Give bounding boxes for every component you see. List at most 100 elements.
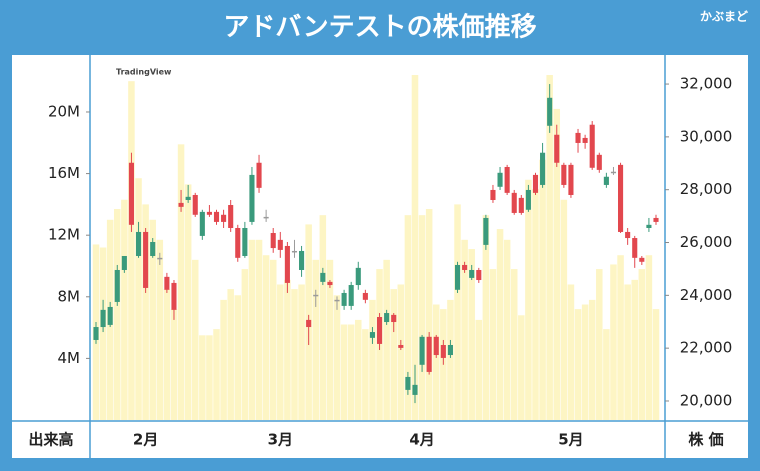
volume-bar — [340, 324, 348, 420]
volume-bar — [404, 215, 412, 420]
volume-bar — [128, 81, 135, 421]
candle-body — [632, 238, 638, 258]
candle-body — [426, 336, 432, 372]
candle-body — [653, 217, 659, 222]
logo: かぶまど — [700, 10, 748, 24]
candle-body — [554, 134, 560, 163]
candle-body — [100, 309, 106, 328]
volume-bar — [411, 75, 419, 421]
candle-body — [341, 292, 347, 306]
candle-body — [504, 166, 510, 193]
volume-bar — [149, 219, 156, 420]
volume-bar — [482, 215, 490, 420]
candle-body — [419, 336, 425, 365]
candle-body — [235, 227, 241, 258]
volume-bar — [596, 269, 603, 420]
candle-body — [334, 299, 340, 302]
volume-bar — [248, 239, 256, 420]
candle-body — [412, 384, 418, 395]
candle-body — [277, 239, 283, 250]
candle-body — [171, 282, 177, 310]
candle-body — [206, 211, 212, 215]
candle-body — [306, 319, 312, 328]
volume-bar — [574, 309, 582, 420]
candle-body — [192, 194, 198, 215]
candle-body — [582, 137, 588, 143]
volume-bar — [461, 239, 468, 420]
volume-bar — [312, 259, 320, 420]
volume-bar — [539, 159, 546, 420]
volume-bar — [177, 144, 185, 420]
y-tick-label: 22,000 — [680, 339, 733, 357]
volume-bar — [390, 289, 397, 420]
candle-body — [603, 176, 609, 185]
volume-bar — [560, 199, 568, 420]
candle-body — [440, 344, 446, 358]
candle-body — [483, 217, 489, 245]
volume-bar — [369, 299, 376, 420]
candle-body — [596, 154, 602, 170]
candle-body — [299, 250, 305, 270]
candle-body — [221, 214, 227, 222]
candle-body — [547, 97, 553, 126]
candle-body — [135, 231, 142, 256]
candle-body — [618, 164, 624, 232]
volume-bar — [468, 249, 475, 420]
candle-body — [575, 132, 581, 143]
candle-body — [249, 174, 255, 222]
volume-bar — [475, 319, 483, 420]
candle-body — [497, 172, 503, 187]
volume-bar — [284, 279, 291, 420]
volume-bar — [291, 289, 298, 420]
volume-bar — [546, 75, 553, 421]
candle-body — [362, 292, 368, 300]
volume-bar — [269, 259, 277, 420]
candle-body — [610, 171, 617, 174]
volume-bar — [191, 259, 199, 420]
candle-body — [568, 164, 574, 195]
volume-bar — [262, 255, 270, 420]
candle-body — [646, 224, 652, 228]
y-tick-label: 24,000 — [680, 286, 733, 304]
volume-bar — [326, 259, 334, 420]
y-tick-label: 28,000 — [680, 180, 733, 198]
candle-body — [242, 227, 248, 256]
candle-body — [369, 332, 376, 338]
volume-bar — [567, 284, 575, 420]
candle-body — [327, 281, 333, 286]
x-tick-label: 4月 — [409, 431, 434, 449]
volume-bar — [355, 319, 362, 420]
candle-body — [384, 313, 390, 323]
y2-tick-label: 12M — [48, 226, 80, 244]
candle-body — [213, 211, 220, 222]
volume-bar — [624, 284, 631, 420]
volume-bar — [631, 279, 638, 420]
volume-bar — [184, 184, 192, 420]
candle-body — [93, 327, 99, 340]
volume-bar — [581, 304, 589, 420]
volume-bar — [99, 247, 107, 420]
candle-body — [525, 189, 531, 210]
volume-bar — [333, 295, 341, 420]
candle-body — [114, 269, 120, 302]
volume-bar — [489, 269, 497, 420]
volume-bar — [199, 335, 206, 420]
volume-bar — [298, 284, 305, 420]
candle-body — [355, 267, 361, 286]
volume-bar — [121, 199, 128, 420]
candle-body — [518, 197, 524, 213]
x-tick-label: 5月 — [558, 431, 583, 449]
candle-body — [256, 162, 262, 188]
candle-body — [107, 306, 113, 325]
volume-bar — [510, 269, 518, 420]
y-tick-label: 32,000 — [680, 75, 733, 93]
volume-bar — [142, 204, 149, 420]
candle-body — [178, 202, 184, 207]
y2-tick-label: 8M — [58, 287, 81, 305]
volume-bar — [525, 179, 532, 420]
y-tick-label: 30,000 — [680, 127, 733, 145]
volume-bar — [425, 209, 433, 420]
volume-bar — [319, 215, 327, 420]
volume-bar — [610, 264, 617, 420]
